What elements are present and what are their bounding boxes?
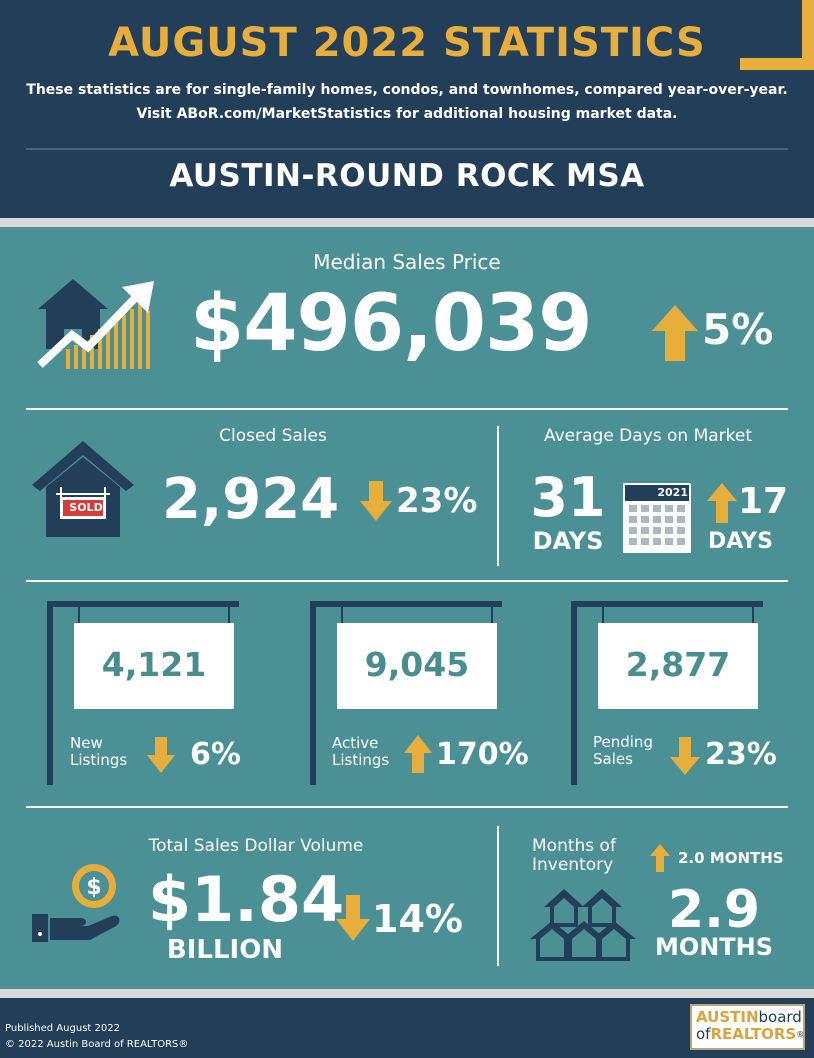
inventory-label: Months of Inventory [532, 837, 616, 875]
header-divider [26, 148, 788, 150]
active-listings-value: 9,045 [364, 645, 470, 684]
logo-austin: AUSTIN [696, 1008, 759, 1026]
sign-hanger [78, 607, 80, 623]
sign-post-top [47, 601, 239, 607]
inventory-label-line1: Months of [532, 836, 616, 856]
inventory-unit: MONTHS [654, 933, 774, 961]
arrow-up-icon [707, 483, 737, 523]
section-divider [26, 408, 788, 410]
subtitle-line-1: These statistics are for single-family h… [26, 82, 788, 98]
closed-sales-change: 23% [396, 481, 478, 521]
arrow-down-icon [336, 895, 370, 941]
dollar-volume-unit: BILLION [166, 935, 284, 965]
logo-line-1: AUSTINboard [696, 1009, 802, 1026]
section-divider [26, 580, 788, 582]
dollar-volume-value: $1.84 [148, 863, 345, 936]
inventory-label-line2: Inventory [532, 855, 614, 875]
pending-sales-sign: 2,877 [598, 623, 758, 709]
calendar-year: 2021 [657, 486, 688, 499]
divider-strip [0, 218, 814, 227]
sign-hanger [752, 607, 754, 623]
median-price-change: 5% [702, 305, 774, 354]
header-banner: AUGUST 2022 STATISTICS These statistics … [0, 0, 814, 218]
sign-hanger [341, 607, 343, 623]
pending-sales-value: 2,877 [625, 645, 731, 684]
dollar-volume-label: Total Sales Dollar Volume [148, 836, 364, 856]
logo-realtors: REALTORS [710, 1025, 797, 1043]
days-on-market-change: 17 [738, 481, 789, 522]
inventory-change: 2.0 MONTHS [678, 849, 784, 867]
arrow-down-icon [670, 737, 700, 775]
divider-strip [0, 989, 814, 998]
new-listings-label-line1: New [70, 734, 103, 752]
new-listings-value: 4,121 [101, 645, 207, 684]
section-divider [26, 806, 788, 808]
stats-panel: Median Sales Price $496,039 5% Closed Sa… [0, 227, 814, 989]
new-listings-label: New Listings [70, 735, 127, 769]
pending-sales-label-line2: Sales [593, 750, 633, 768]
median-price-value: $496,039 [190, 279, 593, 369]
money-hand-icon: $ [32, 864, 120, 942]
inventory-value: 2.9 [667, 880, 761, 940]
calendar-icon [623, 483, 691, 553]
days-on-market-change-unit: DAYS [708, 529, 773, 554]
median-price-label: Median Sales Price [313, 250, 501, 274]
days-on-market-value: 31 [530, 466, 606, 529]
page-title: AUGUST 2022 STATISTICS [108, 20, 706, 66]
pending-sales-label-line1: Pending [593, 733, 653, 751]
logo-registered-mark: ® [796, 1030, 805, 1039]
days-on-market-unit: DAYS [532, 527, 604, 555]
sign-post [47, 601, 53, 785]
abor-logo[interactable]: AUSTINboard ofREALTORS® [690, 1004, 805, 1050]
arrow-up-icon [652, 305, 698, 361]
dollar-volume-change: 14% [372, 897, 463, 941]
new-listings-label-line2: Listings [70, 751, 128, 769]
sign-post [310, 601, 316, 785]
logo-of: of [696, 1025, 711, 1043]
pending-sales-label: Pending Sales [593, 734, 653, 768]
house-growth-icon [37, 279, 154, 369]
published-date: Published August 2022 [5, 1023, 120, 1034]
days-on-market-label: Average Days on Market [543, 426, 753, 446]
arrow-up-icon [650, 844, 670, 872]
copyright: © 2022 Austin Board of REALTORS® [5, 1039, 189, 1050]
subtitle-line-2: Visit ABoR.com/MarketStatistics for addi… [136, 106, 678, 122]
sign-hanger [602, 607, 604, 623]
sign-hanger [491, 607, 493, 623]
sign-post-top [571, 601, 763, 607]
region-title: AUSTIN-ROUND ROCK MSA [169, 158, 645, 194]
sold-sign-text: SOLD [69, 501, 103, 514]
active-listings-label: Active Listings [332, 735, 389, 769]
active-listings-sign: 9,045 [337, 623, 497, 709]
vertical-divider [497, 826, 499, 966]
pending-sales-change: 23% [705, 737, 777, 772]
sign-hanger [228, 607, 230, 623]
sold-house-icon [32, 441, 134, 537]
active-listings-change: 170% [436, 737, 529, 772]
active-listings-label-line2: Listings [332, 751, 390, 769]
sign-post [571, 601, 577, 785]
active-listings-label-line1: Active [332, 734, 379, 752]
vertical-divider [497, 426, 499, 566]
corner-accent [740, 0, 814, 70]
svg-text:$: $ [86, 875, 101, 900]
houses-icon [530, 889, 636, 961]
new-listings-change: 6% [190, 737, 241, 772]
arrow-down-icon [360, 481, 392, 521]
logo-board: board [758, 1008, 802, 1026]
closed-sales-label: Closed Sales [219, 426, 327, 446]
new-listings-sign: 4,121 [74, 623, 234, 709]
arrow-down-icon [147, 737, 175, 773]
arrow-up-icon [404, 735, 432, 773]
sign-post-top [310, 601, 502, 607]
footer: Published August 2022 © 2022 Austin Boar… [0, 998, 814, 1058]
closed-sales-value: 2,924 [162, 467, 340, 532]
logo-line-2: ofREALTORS® [696, 1026, 804, 1043]
